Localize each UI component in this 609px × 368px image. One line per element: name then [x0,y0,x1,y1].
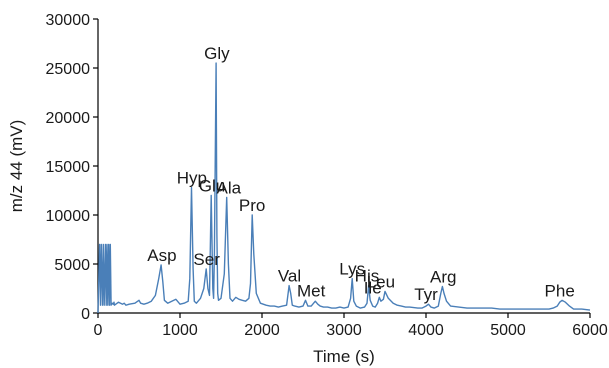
peak-label-lys: Lys [339,260,365,279]
y-tick-label: 20000 [46,110,91,127]
x-tick-label: 4000 [408,322,444,339]
peak-label-phe: Phe [545,281,575,300]
y-axis-ticks: 0 5000 10000 15000 20000 25000 30000 [46,12,98,323]
y-tick-label: 15000 [46,159,91,176]
x-tick-label: 3000 [326,322,362,339]
peak-label-gly: Gly [204,44,230,63]
peak-label-val: Val [278,267,301,286]
peak-label-pro: Pro [239,196,265,215]
x-tick-label: 5000 [490,322,526,339]
peak-label-ala: Ala [217,178,242,197]
y-tick-label: 10000 [46,208,91,225]
x-axis-title: Time (s) [313,347,375,366]
x-tick-label: 2000 [244,322,280,339]
peak-label-glu: Glu [199,176,225,195]
y-tick-label: 30000 [46,12,91,29]
peak-label-asp: Asp [147,246,176,265]
x-tick-label: 0 [94,322,103,339]
series-line [97,62,591,314]
peak-label-tyr: Tyr [414,285,438,304]
x-tick-label: 6000 [572,322,608,339]
x-axis-ticks: 0 1000 2000 3000 4000 5000 6000 [94,313,608,339]
y-tick-label: 0 [81,306,90,323]
x-tick-label: 1000 [162,322,198,339]
peak-label-his: His [355,267,380,286]
y-tick-label: 25000 [46,61,91,78]
peak-label-leu: Leu [367,272,395,291]
y-tick-label: 5000 [54,257,90,274]
y-axis-title: m/z 44 (mV) [7,120,26,213]
peak-label-hyp: Hyp [177,169,207,188]
peak-label-arg: Arg [430,268,456,287]
peak-label-ser: Ser [193,250,220,269]
peak-label-met: Met [297,281,326,300]
peak-label-ile: Ile [364,278,382,297]
